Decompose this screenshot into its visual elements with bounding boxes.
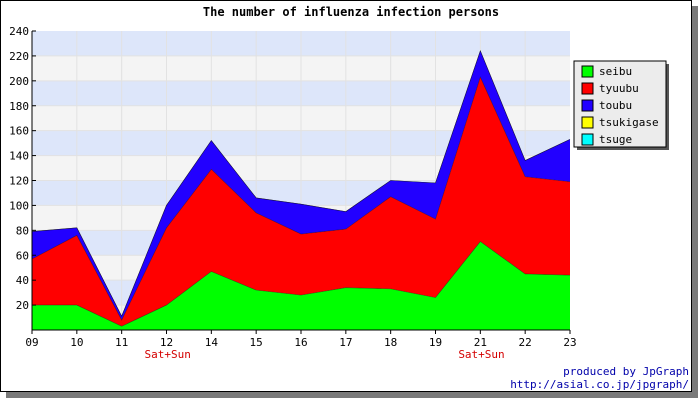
area-tyuubu (32, 77, 570, 327)
x-axis-ticks: 09 10 11 12 14 15 16 17 18 19 21 22 23 (25, 330, 577, 349)
y-tick-label: 200 (9, 75, 29, 88)
legend-label-tsuge: tsuge (599, 133, 632, 146)
y-tick-label: 140 (9, 150, 29, 163)
x-tick-label: 21 (474, 336, 487, 349)
x-tick-label: 10 (70, 336, 83, 349)
legend-swatch-tsuge (581, 133, 594, 146)
y-axis-ticks: 20 40 60 80 100 120 140 160 180 200 220 240 (9, 25, 36, 312)
x-tick-label: 18 (384, 336, 397, 349)
credit-line-2: http://asial.co.jp/jpgraph/ (510, 378, 689, 391)
weekend-label: Sat+Sun (458, 348, 504, 361)
frame-shadow-right (692, 6, 698, 398)
x-tick-label: 22 (519, 336, 532, 349)
x-tick-label: 15 (250, 336, 263, 349)
x-tick-label: 23 (563, 336, 576, 349)
plot-areas (31, 50, 571, 330)
legend-swatch-tyuubu (581, 82, 594, 95)
legend-swatch-seibu (581, 65, 594, 78)
y-tick-label: 180 (9, 100, 29, 113)
legend: seibu tyuubu toubu tsukigase tsuge (573, 60, 669, 150)
area-seibu (32, 241, 570, 330)
legend-label-tsukigase: tsukigase (599, 116, 659, 129)
y-tick-label: 80 (16, 224, 29, 237)
y-tick-label: 60 (16, 249, 29, 262)
weekend-labels: Sat+Sun Sat+Sun (144, 348, 504, 361)
legend-swatch-toubu (581, 99, 594, 112)
x-tick-label: 12 (160, 336, 173, 349)
y-tick-label: 240 (9, 25, 29, 38)
x-tick-label: 14 (205, 336, 219, 349)
x-tick-label: 17 (339, 336, 352, 349)
x-tick-label: 09 (25, 336, 38, 349)
y-tick-label: 120 (9, 175, 29, 188)
frame-shadow-bottom (6, 392, 698, 398)
y-tick-label: 40 (16, 274, 29, 287)
chart-title: The number of influenza infection person… (203, 5, 499, 19)
y-tick-label: 220 (9, 50, 29, 63)
weekend-label: Sat+Sun (144, 348, 190, 361)
influenza-area-chart: The number of influenza infection person… (9, 5, 689, 391)
x-tick-label: 19 (429, 336, 442, 349)
y-tick-label: 20 (16, 299, 29, 312)
credit-line-1: produced by JpGraph (563, 365, 689, 378)
x-tick-label: 11 (115, 336, 128, 349)
x-tick-label: 16 (294, 336, 307, 349)
legend-swatch-tsukigase (581, 116, 594, 129)
legend-label-tyuubu: tyuubu (599, 82, 639, 95)
area-edge-tyuubu (31, 76, 571, 321)
legend-label-seibu: seibu (599, 65, 632, 78)
area-edge-toubu (31, 50, 571, 318)
chart-frame: The number of influenza infection person… (0, 0, 692, 392)
y-tick-label: 100 (9, 199, 29, 212)
area-edge-seibu (32, 241, 571, 327)
legend-label-toubu: toubu (599, 99, 632, 112)
y-tick-label: 160 (9, 125, 29, 138)
